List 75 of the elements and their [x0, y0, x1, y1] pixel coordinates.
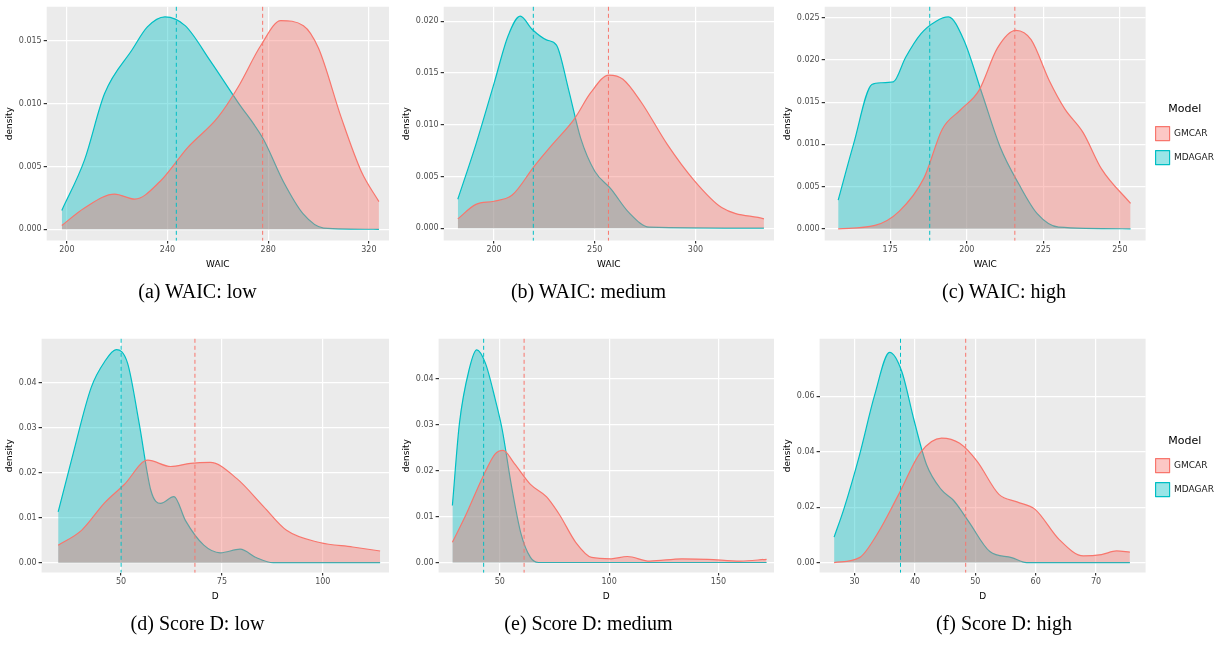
y-tick-label: 0.02: [18, 467, 37, 477]
y-tick-label: 0.000: [796, 223, 820, 233]
y-tick-label: 0.005: [796, 181, 820, 191]
legend-label: MDAGAR: [1174, 151, 1214, 162]
y-tick-label: 0.02: [796, 502, 815, 512]
x-tick-label: 50: [970, 577, 981, 587]
x-tick-label: 250: [587, 245, 603, 255]
text: (d) Score D: low: [129, 612, 266, 635]
x-tick-label: 50: [494, 577, 505, 587]
x-axis-title: D: [211, 590, 219, 601]
legend-label: GMCAR: [1174, 459, 1208, 470]
legend-title: Model: [1168, 433, 1202, 447]
legend-label: GMCAR: [1174, 127, 1208, 138]
x-tick-label: 250: [1112, 245, 1128, 255]
y-tick-label: 0.010: [796, 139, 820, 149]
y-axis-title: density: [400, 106, 411, 141]
x-tick-label: 70: [1090, 577, 1102, 587]
y-tick-label: 0.020: [415, 16, 439, 26]
x-axis-title: WAIC: [973, 258, 997, 269]
y-tick-label: 0.010: [415, 119, 439, 129]
y-axis-title: density: [3, 106, 14, 141]
y-tick-label: 0.00: [415, 557, 434, 567]
x-tick-label: 280: [260, 245, 276, 255]
y-tick-label: 0.000: [415, 223, 439, 233]
x-tick-label: 75: [216, 577, 228, 587]
y-tick-label: 0.01: [415, 511, 434, 521]
y-tick-label: 0.03: [18, 422, 37, 432]
legend-title: Model: [1168, 101, 1202, 115]
y-tick-label: 0.04: [796, 446, 815, 456]
text: (b) WAIC: medium: [509, 280, 668, 303]
y-axis-title: density: [781, 106, 792, 141]
x-tick-label: 30: [849, 577, 860, 587]
x-tick-label: 40: [909, 577, 921, 587]
x-tick-label: 100: [315, 577, 331, 587]
y-tick-label: 0.025: [796, 12, 820, 22]
y-tick-label: 0.00: [18, 557, 37, 567]
x-axis-title: D: [602, 590, 610, 601]
y-tick-label: 0.010: [18, 98, 42, 108]
y-tick-label: 0.01: [18, 512, 37, 522]
text: (c) WAIC: high: [940, 280, 1068, 303]
x-tick-label: 240: [159, 245, 176, 255]
x-tick-label: 50: [116, 577, 127, 587]
y-tick-label: 0.000: [18, 224, 42, 234]
x-tick-label: 300: [687, 245, 704, 255]
text: (e) Score D: medium: [503, 612, 674, 635]
x-tick-label: 320: [361, 245, 377, 255]
y-tick-label: 0.015: [415, 68, 439, 78]
y-tick-label: 0.005: [18, 161, 42, 171]
x-tick-label: 200: [486, 245, 502, 255]
y-tick-label: 0.005: [415, 171, 439, 181]
y-tick-label: 0.06: [796, 391, 815, 401]
x-axis-title: D: [979, 590, 987, 601]
y-axis-title: density: [781, 438, 792, 473]
x-tick-label: 225: [1035, 245, 1051, 255]
text: (f) Score D: high: [934, 612, 1074, 635]
y-axis-title: density: [400, 438, 411, 473]
y-tick-label: 0.04: [415, 373, 434, 383]
x-tick-label: 60: [1030, 577, 1041, 587]
y-tick-label: 0.03: [415, 419, 434, 429]
y-tick-label: 0.04: [18, 377, 37, 387]
x-axis-title: WAIC: [206, 258, 230, 269]
x-axis-title: WAIC: [597, 258, 621, 269]
legend-label: MDAGAR: [1174, 483, 1214, 494]
x-tick-label: 200: [59, 245, 75, 255]
x-tick-label: 175: [882, 245, 898, 255]
y-axis-title: density: [3, 438, 14, 473]
x-tick-label: 100: [601, 577, 617, 587]
text: (a) WAIC: low: [137, 280, 258, 303]
y-tick-label: 0.02: [415, 465, 434, 475]
y-tick-label: 0.020: [796, 55, 820, 65]
y-tick-label: 0.00: [796, 557, 815, 567]
y-tick-label: 0.015: [796, 97, 820, 107]
x-tick-label: 150: [710, 577, 727, 587]
x-tick-label: 200: [959, 245, 975, 255]
y-tick-label: 0.015: [18, 35, 42, 45]
